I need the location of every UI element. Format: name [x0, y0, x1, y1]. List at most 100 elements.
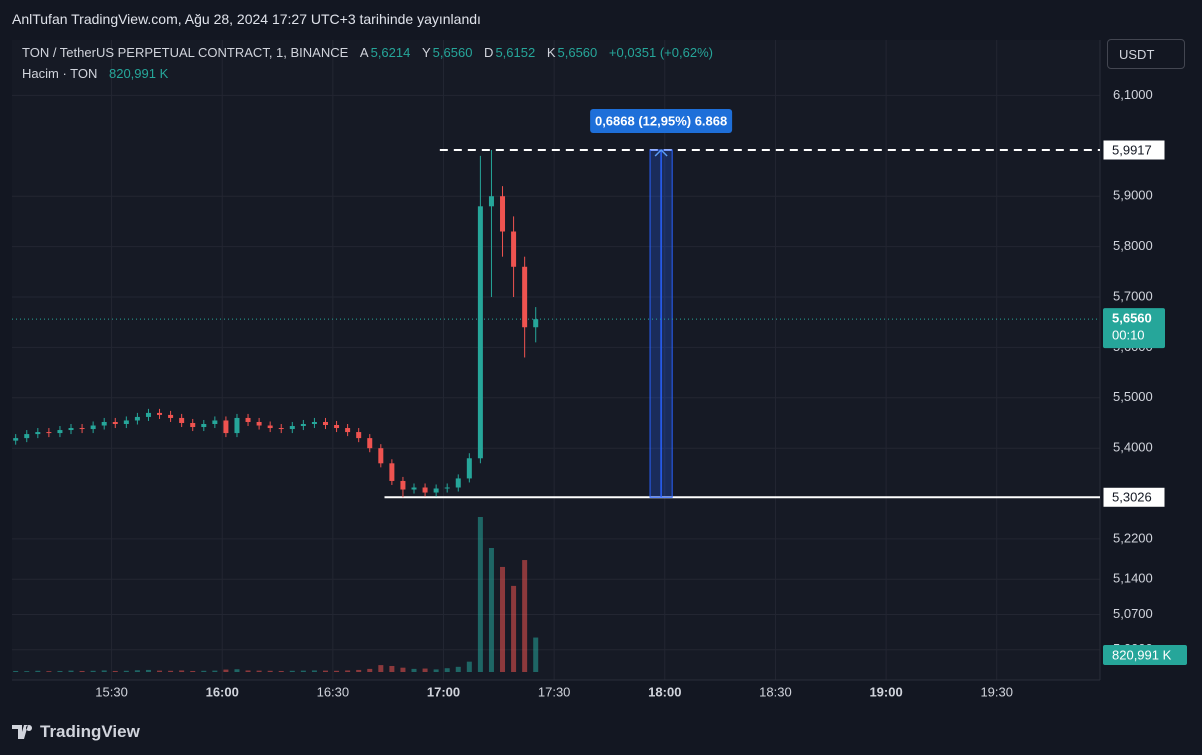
candle-body	[455, 478, 461, 488]
candle-body	[300, 424, 306, 427]
candle-body	[522, 266, 528, 328]
candle-body	[245, 417, 251, 422]
volume-bar	[356, 669, 362, 672]
level-tag	[1102, 486, 1166, 508]
volume-bar	[157, 670, 163, 672]
volume-bar	[212, 670, 218, 672]
volume-bar	[90, 670, 96, 672]
volume-bar	[234, 669, 240, 672]
candle-body	[477, 206, 483, 459]
logo-icon	[12, 725, 33, 739]
currency-button[interactable]: USDT	[1107, 39, 1185, 69]
volume-bar	[400, 667, 406, 672]
y-tick-label: 5,2200	[1113, 530, 1153, 545]
level-tag	[1102, 139, 1166, 161]
candle-body	[422, 487, 428, 493]
volume-bar	[466, 661, 472, 672]
candle-body	[134, 416, 140, 421]
candle-body	[157, 412, 163, 415]
change: +0,0351 (+0,62%)	[608, 45, 713, 60]
low-value: 5,6152	[495, 45, 536, 60]
x-tick-label: 17:30	[538, 684, 571, 699]
volume-bar	[35, 670, 41, 672]
x-tick-label: 16:00	[206, 684, 239, 699]
measure-arrowhead	[654, 148, 668, 157]
candle-body	[334, 425, 340, 429]
candle-body	[46, 432, 52, 434]
volume-bar	[522, 560, 528, 672]
candle-body	[212, 420, 218, 424]
volume-bar	[334, 670, 340, 672]
volume-bar	[378, 665, 384, 672]
x-tick-label: 18:00	[648, 684, 681, 699]
x-tick-label: 18:30	[759, 684, 792, 699]
high-value: 5,6560	[432, 45, 473, 60]
volume-bar	[322, 670, 328, 672]
candle-body	[511, 231, 517, 267]
volume-bar	[123, 670, 129, 672]
candle-body	[101, 421, 107, 426]
footer-logo: TradingView	[12, 722, 140, 742]
volume-bar	[422, 668, 428, 672]
close-label: K	[546, 45, 556, 60]
x-tick-label: 16:30	[317, 684, 350, 699]
y-tick-label: 5,8000	[1113, 238, 1153, 253]
volume-bar	[300, 670, 306, 672]
volume-bar	[101, 670, 107, 672]
volume-bar	[46, 671, 52, 672]
candle-body	[533, 319, 539, 328]
close-value: 5,6560	[557, 45, 598, 60]
volume-bar	[289, 670, 295, 672]
candle-body	[57, 430, 63, 434]
volume-label: Hacim · TON	[22, 66, 98, 81]
candle-body	[168, 414, 174, 418]
volume-bar	[267, 670, 273, 672]
candle-body	[201, 424, 207, 428]
y-tick-label: 5,4000	[1113, 440, 1153, 455]
volume-bar	[57, 670, 63, 672]
open-value: 5,6214	[370, 45, 411, 60]
y-tick-label: 5,1400	[1113, 571, 1153, 586]
candle-body	[389, 463, 395, 481]
candle-body	[356, 432, 362, 439]
candle-body	[500, 196, 506, 232]
volume-bar	[477, 517, 483, 672]
volume-tag-text: 820,991 K	[1112, 647, 1172, 662]
candle-body	[267, 425, 273, 429]
volume-bar	[500, 566, 506, 672]
high-label: Y	[421, 45, 431, 60]
volume-bar	[444, 668, 450, 672]
candle-body	[311, 421, 317, 424]
volume-bar	[345, 670, 351, 672]
price-tag-text: 5,6560	[1112, 311, 1152, 326]
volume-bar	[455, 666, 461, 672]
y-tick-label: 5,0700	[1113, 606, 1153, 621]
x-tick-label: 19:00	[869, 684, 902, 699]
volume-bar	[488, 548, 494, 672]
volume-bar	[79, 670, 85, 672]
candle-body	[13, 438, 19, 441]
candle-body	[256, 421, 262, 426]
volume-bar	[145, 669, 151, 672]
volume-bar	[190, 670, 196, 672]
candle-body	[345, 428, 351, 433]
volume-bar	[433, 669, 439, 672]
low-label: D	[484, 45, 494, 60]
candle-body	[68, 428, 74, 431]
candle-body	[466, 458, 472, 479]
volume-bar	[13, 670, 19, 672]
volume-bar	[112, 670, 118, 672]
volume-bar	[24, 671, 30, 672]
level-tag-text: 5,9917	[1112, 142, 1152, 157]
measure-label: 0,6868 (12,95%) 6.868	[595, 113, 727, 128]
candle-body	[90, 425, 96, 430]
y-tick-label: 5,9000	[1113, 188, 1153, 203]
volume-bar	[411, 668, 417, 672]
volume-bar	[533, 637, 539, 672]
legend-row: TON / TetherUS PERPETUAL CONTRACT, 1, BI…	[22, 45, 715, 60]
volume-legend: Hacim · TON 820,991 K	[22, 66, 170, 81]
candle-body	[488, 196, 494, 207]
volume-bar	[389, 665, 395, 672]
price-tag	[1103, 308, 1165, 349]
